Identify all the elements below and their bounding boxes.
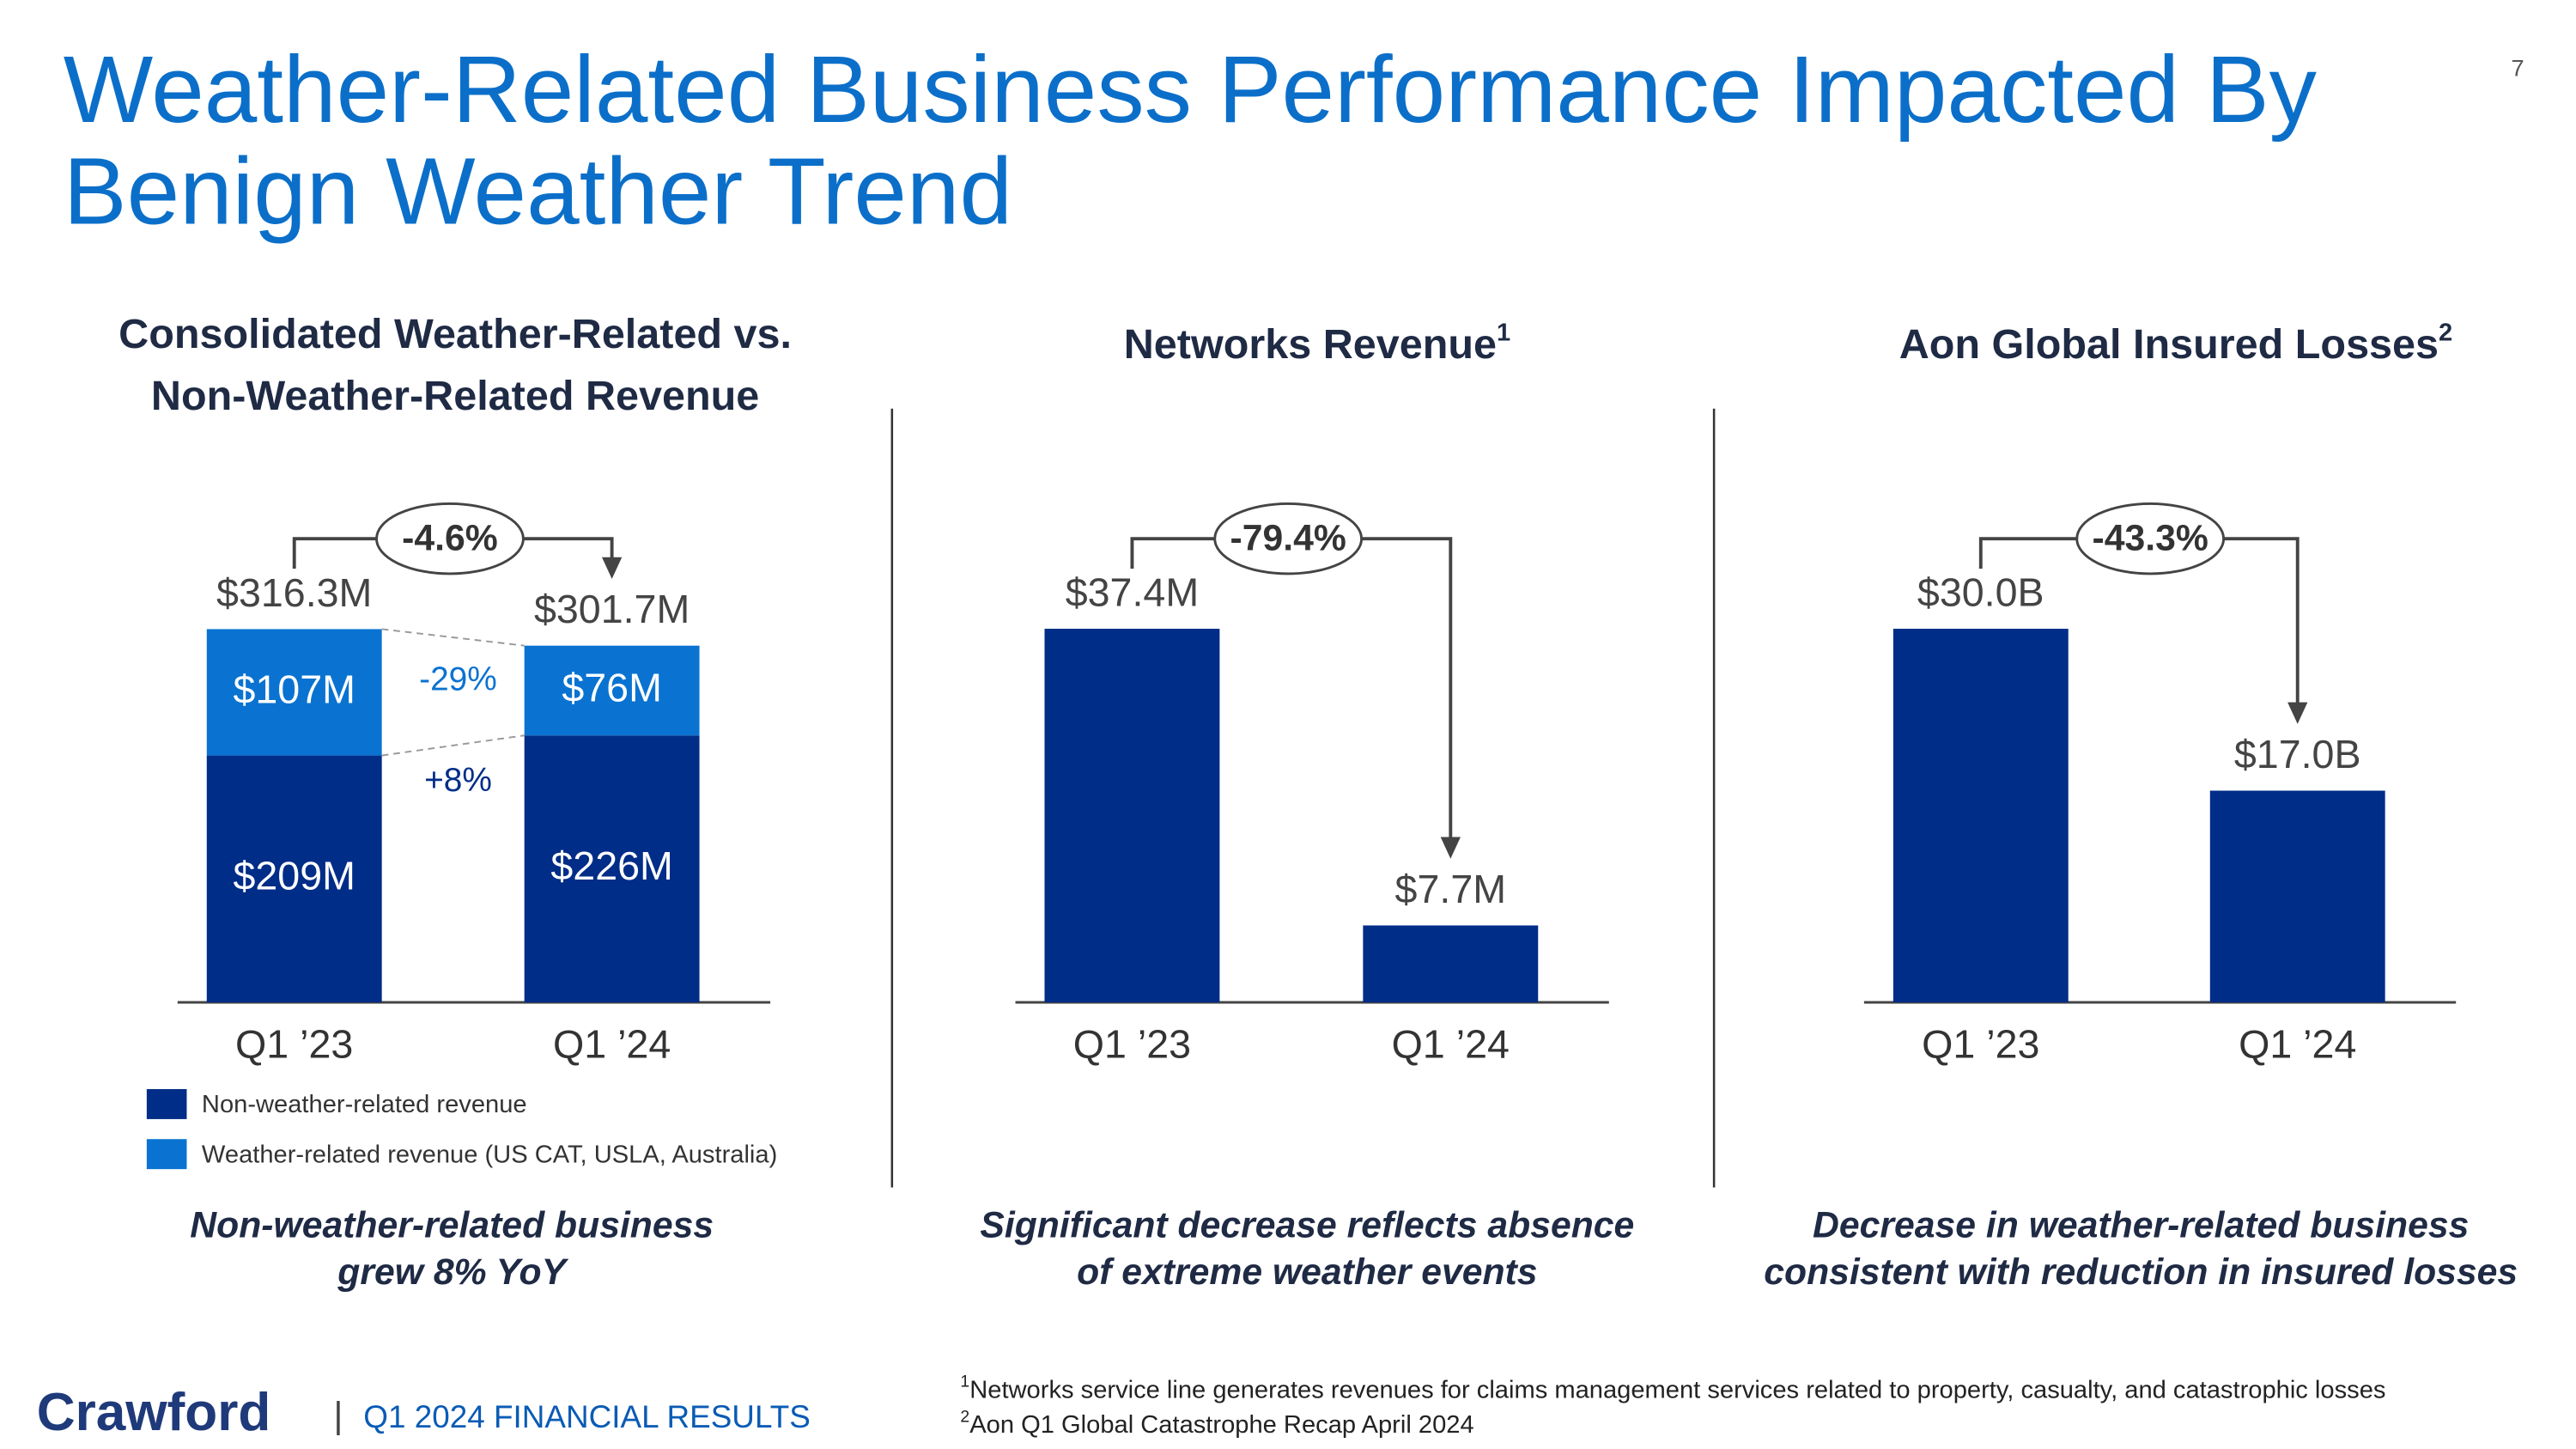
footnote-marker: 1 [960, 1373, 969, 1391]
segment-label: $209M [233, 854, 355, 898]
change-label: -79.4% [1230, 517, 1346, 558]
bar-segment [206, 755, 382, 1002]
bar-segment [524, 645, 700, 736]
change-arrow [1440, 837, 1461, 859]
x-tick-label: Q1 ’23 [1922, 1022, 2039, 1067]
bar [1363, 925, 1539, 1002]
footnote-text: Networks service line generates revenues… [969, 1376, 2385, 1403]
chart-title: Aon Global Insured Losses2 [1899, 319, 2453, 368]
footnote-marker: 2 [960, 1408, 969, 1427]
legend-swatch [146, 1088, 187, 1119]
segment-change-label: -29% [419, 661, 497, 698]
value-label: $17.0B [2234, 732, 2361, 776]
page-number: 7 [2511, 55, 2524, 82]
change-badge [1213, 502, 1364, 575]
x-tick-label: Q1 ’23 [1073, 1022, 1191, 1067]
bar-segment [524, 735, 700, 1002]
bar [2209, 790, 2385, 1002]
value-label: $7.7M [1395, 867, 1507, 911]
change-arrow [2287, 702, 2308, 724]
title-note: 1 [1497, 319, 1510, 346]
legend-label: Weather-related revenue (US CAT, USLA, A… [202, 1141, 777, 1168]
segment-label: $107M [233, 667, 355, 711]
change-arrow [601, 557, 623, 580]
chart-caption: grew 8% YoY [337, 1251, 568, 1293]
footnote: 2Aon Q1 Global Catastrophe Recap April 2… [960, 1408, 1473, 1439]
change-label: -4.6% [402, 517, 498, 558]
chart-title: Networks Revenue1 [1124, 319, 1510, 368]
legend-swatch [146, 1139, 187, 1170]
bar-segment [206, 629, 382, 756]
total-label: $316.3M [216, 570, 372, 615]
total-label: $301.7M [534, 587, 690, 631]
chart-caption: Significant decrease reflects absence [980, 1204, 1634, 1245]
segment-label: $76M [562, 665, 662, 709]
change-label: -43.3% [2093, 517, 2208, 558]
brand: Crawford [37, 1383, 271, 1442]
chart-title: Consolidated Weather-Related vs. [118, 311, 792, 357]
segment-change-label: +8% [424, 762, 492, 799]
slide-title: Weather-Related Business Performance Imp… [64, 37, 2318, 143]
bar [1044, 629, 1220, 1002]
bar [1893, 629, 2069, 1002]
change-badge [375, 502, 525, 575]
x-tick-label: Q1 ’23 [235, 1022, 353, 1067]
chart-caption: of extreme weather events [1077, 1251, 1537, 1293]
segment-label: $226M [550, 843, 672, 888]
change-badge [2075, 502, 2226, 575]
x-tick-label: Q1 ’24 [2239, 1022, 2356, 1067]
footer-separator: | [333, 1395, 343, 1436]
footnote-text: Aon Q1 Global Catastrophe Recap April 20… [969, 1411, 1473, 1439]
footnote: 1Networks service line generates revenue… [960, 1373, 2385, 1403]
chart-title: Non-Weather-Related Revenue [151, 373, 759, 419]
footer-text: Q1 2024 FINANCIAL RESULTS [363, 1399, 811, 1434]
x-tick-label: Q1 ’24 [1392, 1022, 1510, 1067]
chart-title-text: Networks Revenue [1124, 321, 1497, 368]
chart-caption: consistent with reduction in insured los… [1764, 1251, 2518, 1293]
chart-title-text: Aon Global Insured Losses [1899, 321, 2439, 368]
x-tick-label: Q1 ’24 [553, 1022, 671, 1067]
chart-caption: Decrease in weather-related business [1813, 1204, 2469, 1245]
value-label: $37.4M [1066, 570, 1199, 615]
change-connector [381, 628, 525, 647]
slide-title: Benign Weather Trend [64, 138, 1012, 244]
chart-caption: Non-weather-related business [190, 1204, 714, 1245]
value-label: $30.0B [1917, 570, 2044, 615]
title-note: 2 [2439, 319, 2452, 346]
change-connector [381, 734, 525, 757]
legend-label: Non-weather-related revenue [202, 1091, 527, 1118]
